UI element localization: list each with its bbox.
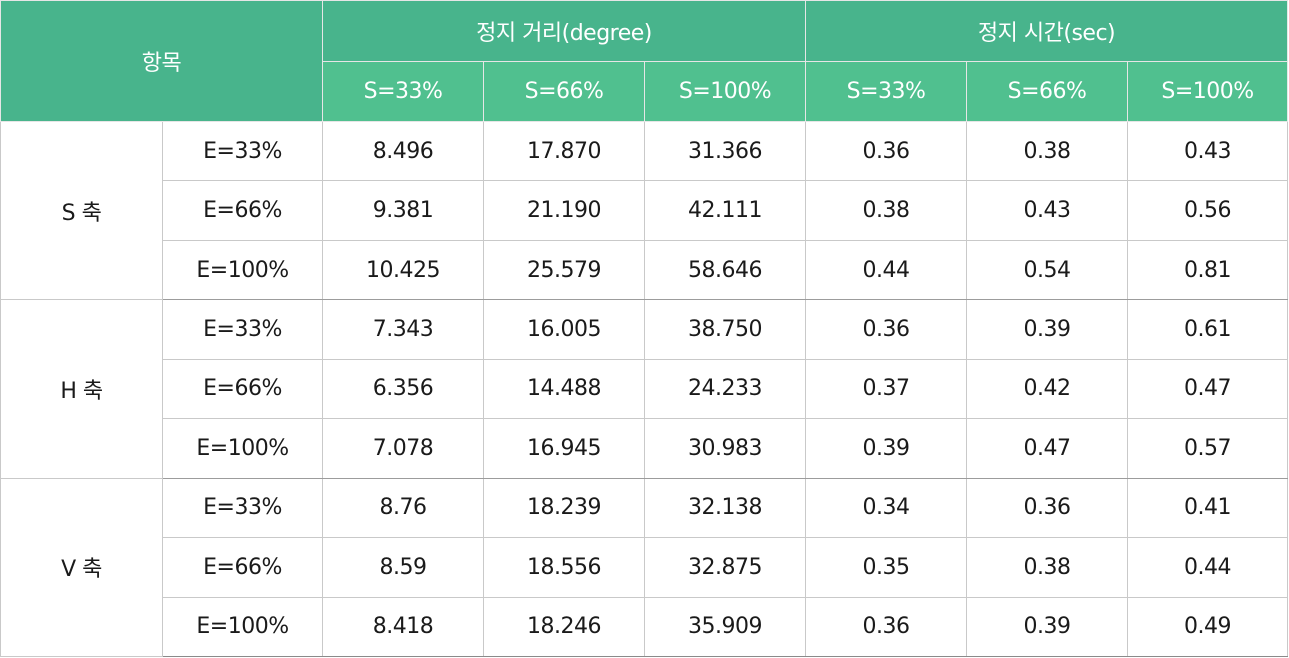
value-cell: 0.37 — [805, 358, 968, 420]
row-label: E=66% — [161, 537, 324, 598]
value-cell: 7.078 — [322, 418, 485, 479]
value-cell: 31.366 — [644, 120, 807, 182]
table-row: E=100% 8.418 18.246 35.909 0.36 0.39 0.4… — [1, 596, 1289, 657]
value-cell: 0.44 — [1127, 537, 1289, 598]
value-cell: 0.61 — [1127, 299, 1289, 360]
sub-column-header: S=66% — [483, 61, 646, 122]
table-row: E=66% 6.356 14.488 24.233 0.37 0.42 0.47 — [1, 358, 1289, 420]
value-cell: 0.41 — [1127, 477, 1289, 539]
value-cell: 0.42 — [966, 358, 1129, 420]
table-header: 항목 정지 거리(degree) 정지 시간(sec) S=33% S=66% … — [0, 0, 1289, 122]
axis-label: S 축 — [0, 120, 163, 301]
value-cell: 58.646 — [644, 239, 807, 301]
value-cell: 18.556 — [483, 537, 646, 598]
value-cell: 0.43 — [1127, 120, 1289, 182]
value-cell: 18.239 — [483, 477, 646, 539]
value-cell: 0.44 — [805, 239, 968, 301]
value-cell: 8.496 — [322, 120, 485, 182]
stop-distance-header: 정지 거리(degree) — [322, 0, 807, 62]
value-cell: 42.111 — [644, 180, 807, 241]
value-cell: 0.43 — [966, 180, 1129, 241]
value-cell: 0.36 — [805, 299, 968, 360]
value-cell: 16.005 — [483, 299, 646, 360]
table-row: E=66% 9.381 21.190 42.111 0.38 0.43 0.56 — [1, 180, 1289, 241]
value-cell: 0.39 — [966, 299, 1129, 360]
value-cell: 0.36 — [966, 477, 1129, 539]
stop-time-header: 정지 시간(sec) — [805, 0, 1289, 62]
value-cell: 0.36 — [805, 596, 968, 657]
value-cell: 10.425 — [322, 239, 485, 301]
value-cell: 8.418 — [322, 596, 485, 657]
value-cell: 8.76 — [322, 477, 485, 539]
row-label: E=66% — [161, 180, 324, 241]
value-cell: 0.49 — [1127, 596, 1289, 657]
value-cell: 32.138 — [644, 477, 807, 539]
value-cell: 9.381 — [322, 180, 485, 241]
table-row: V 축 E=33% 8.76 18.239 32.138 0.34 0.36 0… — [0, 477, 1289, 658]
row-label: E=66% — [161, 358, 324, 420]
row-label: E=100% — [161, 418, 324, 479]
sub-column-header: S=100% — [1127, 61, 1289, 122]
value-cell: 0.47 — [1127, 358, 1289, 420]
table-row: S 축 E=33% 8.496 17.870 31.366 0.36 0.38 … — [0, 120, 1289, 301]
value-cell: 14.488 — [483, 358, 646, 420]
axis-label: V 축 — [0, 477, 163, 658]
table-body: S 축 E=33% 8.496 17.870 31.366 0.36 0.38 … — [0, 120, 1289, 658]
value-cell: 0.81 — [1127, 239, 1289, 301]
value-cell: 18.246 — [483, 596, 646, 657]
table-row: E=100% 7.078 16.945 30.983 0.39 0.47 0.5… — [1, 418, 1289, 479]
value-cell: 38.750 — [644, 299, 807, 360]
table-row: E=100% 10.425 25.579 58.646 0.44 0.54 0.… — [1, 239, 1289, 301]
table-row: H 축 E=33% 7.343 16.005 38.750 0.36 0.39 … — [0, 299, 1289, 479]
row-label: E=33% — [161, 120, 324, 182]
value-cell: 0.36 — [805, 120, 968, 182]
sub-column-header: S=33% — [322, 61, 485, 122]
value-cell: 0.34 — [805, 477, 968, 539]
value-cell: 25.579 — [483, 239, 646, 301]
value-cell: 0.38 — [966, 537, 1129, 598]
row-label: E=100% — [161, 596, 324, 657]
table-row: E=66% 8.59 18.556 32.875 0.35 0.38 0.44 — [1, 537, 1289, 598]
sub-column-header: S=100% — [644, 61, 807, 122]
axis-label: H 축 — [0, 299, 163, 479]
value-cell: 0.47 — [966, 418, 1129, 479]
value-cell: 30.983 — [644, 418, 807, 479]
value-cell: 24.233 — [644, 358, 807, 420]
item-header: 항목 — [0, 0, 324, 122]
value-cell: 16.945 — [483, 418, 646, 479]
value-cell: 0.38 — [966, 120, 1129, 182]
value-cell: 0.56 — [1127, 180, 1289, 241]
value-cell: 0.38 — [805, 180, 968, 241]
value-cell: 0.35 — [805, 537, 968, 598]
value-cell: 21.190 — [483, 180, 646, 241]
value-cell: 0.39 — [805, 418, 968, 479]
value-cell: 35.909 — [644, 596, 807, 657]
sub-column-header: S=66% — [966, 61, 1129, 122]
value-cell: 8.59 — [322, 537, 485, 598]
row-label: E=33% — [161, 299, 324, 360]
row-label: E=33% — [161, 477, 324, 539]
value-cell: 17.870 — [483, 120, 646, 182]
value-cell: 0.57 — [1127, 418, 1289, 479]
sub-column-header: S=33% — [805, 61, 968, 122]
value-cell: 0.39 — [966, 596, 1129, 657]
row-label: E=100% — [161, 239, 324, 301]
value-cell: 32.875 — [644, 537, 807, 598]
value-cell: 7.343 — [322, 299, 485, 360]
value-cell: 6.356 — [322, 358, 485, 420]
value-cell: 0.54 — [966, 239, 1129, 301]
